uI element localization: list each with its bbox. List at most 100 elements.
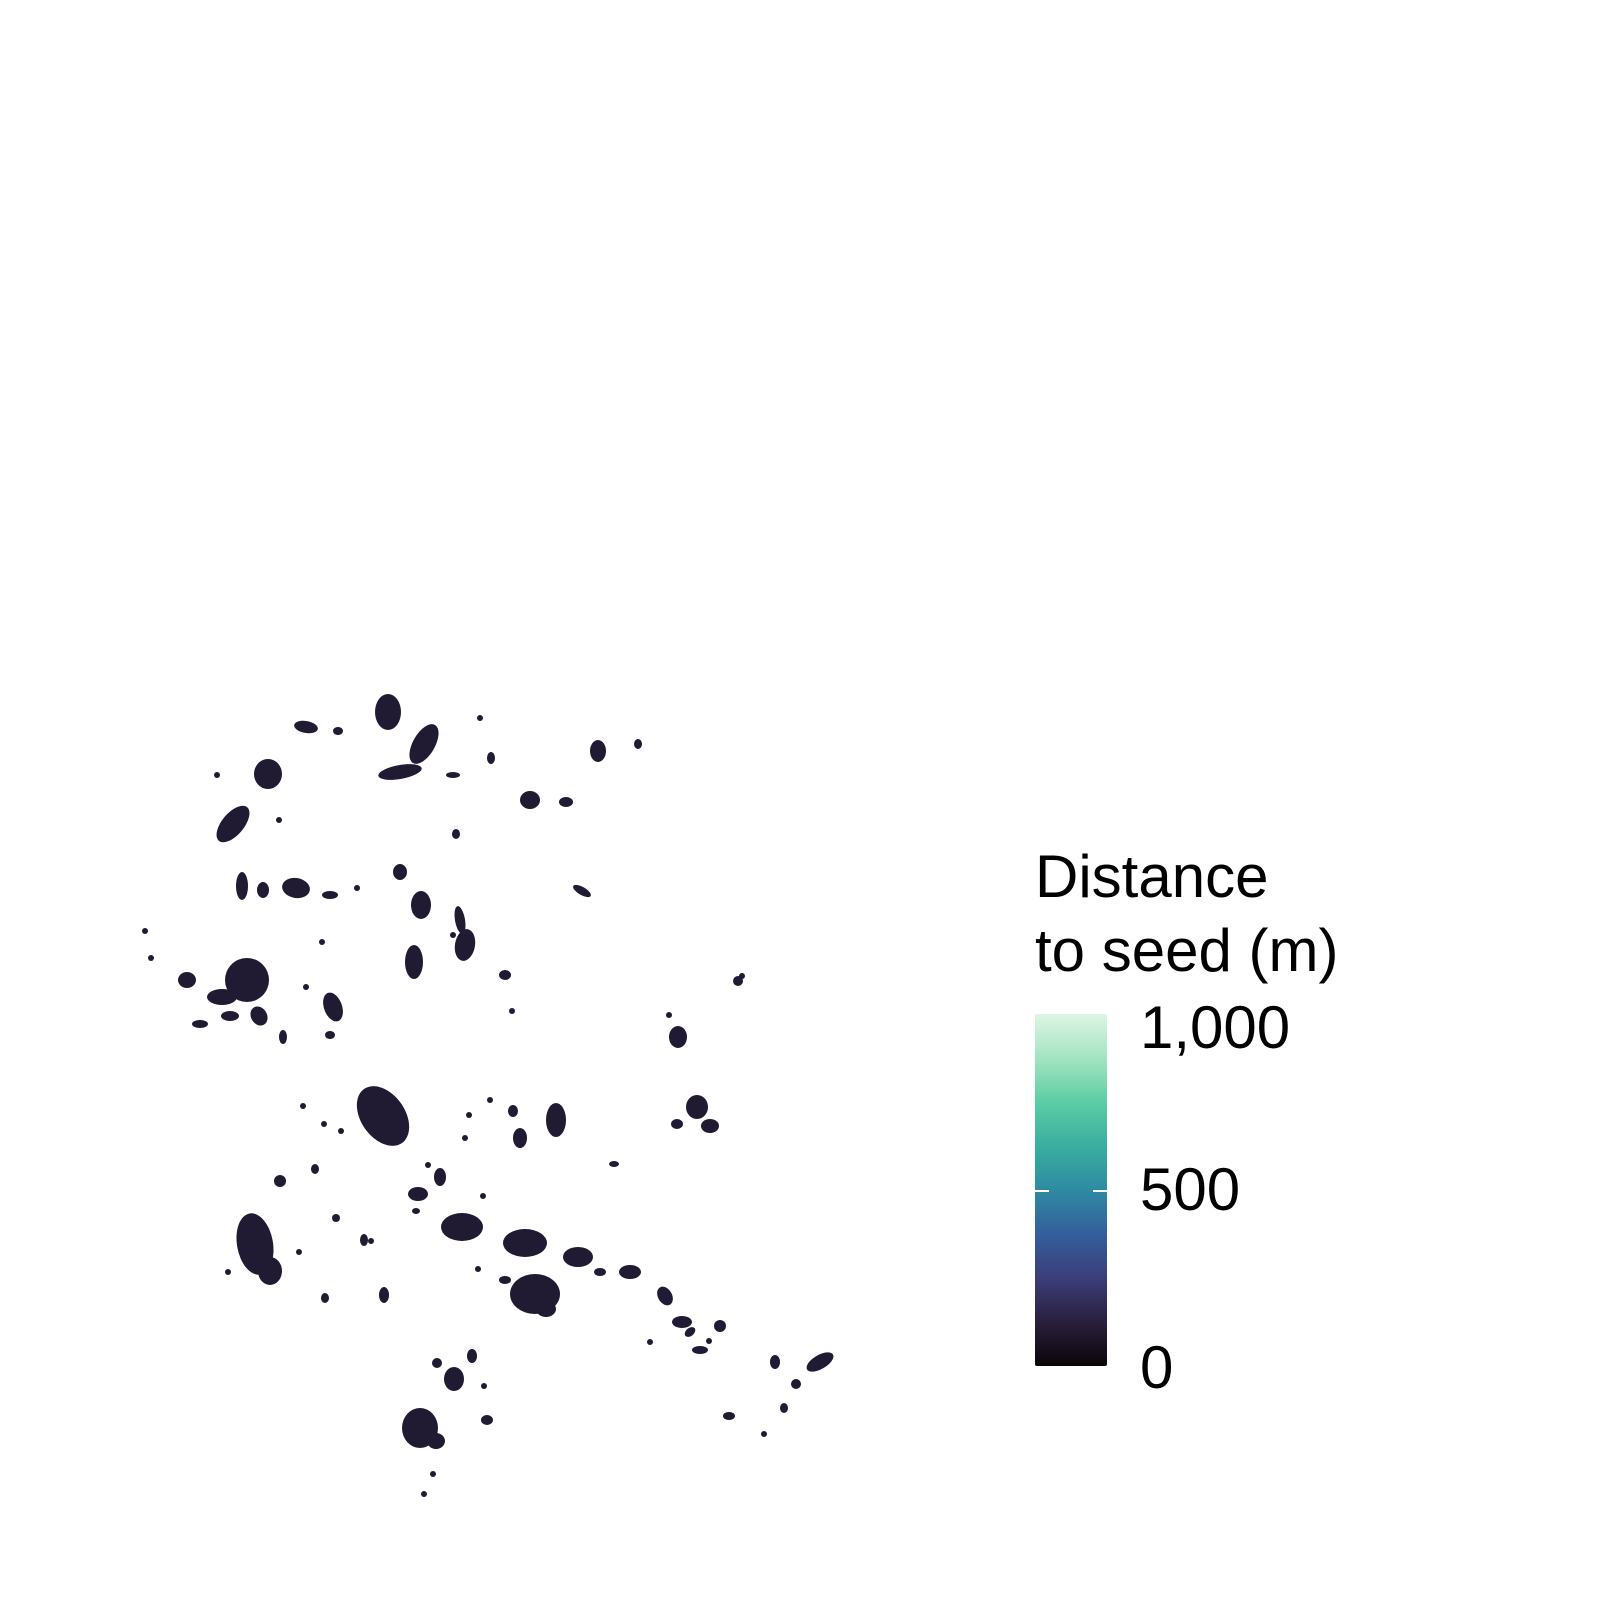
seed-patch — [379, 1287, 389, 1303]
seed-patch — [559, 797, 573, 807]
seed-patch — [408, 1187, 428, 1201]
seed-patch — [477, 715, 483, 721]
seed-patch — [475, 1266, 481, 1272]
seed-patch — [672, 1316, 692, 1328]
seed-patch — [427, 1433, 445, 1449]
seed-patch — [221, 1011, 239, 1021]
seed-patch — [276, 817, 282, 823]
seed-patch — [178, 972, 196, 988]
seed-patch — [563, 1247, 593, 1267]
seed-patch — [657, 1286, 673, 1306]
seed-patch — [356, 1086, 410, 1146]
seed-patch — [454, 906, 466, 934]
seed-patch — [446, 772, 460, 778]
seed-patch — [671, 1119, 683, 1129]
seed-patch — [684, 1327, 696, 1337]
seed-patch — [467, 1349, 477, 1363]
seed-patch — [770, 1355, 780, 1369]
seed-patch — [430, 1471, 436, 1477]
seed-patch — [701, 1119, 719, 1133]
seed-patch — [647, 1339, 653, 1345]
seed-patch — [723, 1412, 735, 1420]
seed-patch — [282, 877, 310, 899]
seed-patch — [441, 1213, 483, 1241]
seed-patch — [319, 939, 325, 945]
seed-patch — [225, 1269, 231, 1275]
seed-patch — [450, 932, 456, 938]
seed-patch — [325, 1031, 335, 1039]
seed-patch — [236, 872, 248, 900]
seed-patch — [375, 694, 401, 730]
seed-patch — [432, 1358, 442, 1368]
seed-patch — [279, 1030, 287, 1044]
seed-patch — [503, 1229, 547, 1257]
seed-patch — [619, 1265, 641, 1279]
seed-patch — [192, 1020, 208, 1028]
legend-tick-mark-500-right — [1093, 1190, 1107, 1192]
seed-patch — [296, 1249, 302, 1255]
seed-patch — [666, 1012, 672, 1018]
seed-patch — [421, 1491, 427, 1497]
seed-patch — [444, 1367, 464, 1391]
seed-patch — [499, 1276, 511, 1284]
seed-patch — [513, 1128, 527, 1148]
seed-patch — [333, 727, 343, 735]
seed-patch — [254, 759, 282, 789]
seed-patch — [806, 1352, 834, 1372]
seed-patch — [573, 884, 591, 898]
seed-patch — [791, 1379, 801, 1389]
seed-patch — [250, 1006, 268, 1026]
seed-patch — [300, 1103, 306, 1109]
seed-patch — [142, 928, 148, 934]
seed-patch — [214, 772, 220, 778]
seed-patch — [409, 724, 439, 764]
seed-patch — [590, 740, 606, 762]
seed-patch — [274, 1175, 286, 1187]
seed-patch — [714, 1320, 726, 1332]
seed-patch — [509, 1008, 515, 1014]
seed-patch — [546, 1103, 566, 1137]
seed-patch — [322, 891, 338, 899]
seed-patch — [257, 882, 269, 898]
seed-patch — [323, 992, 343, 1022]
seed-patch — [148, 955, 154, 961]
seed-patch — [216, 805, 250, 843]
seed-patch — [780, 1403, 788, 1413]
seed-patch — [761, 1431, 767, 1437]
seed-patch — [706, 1338, 712, 1344]
seed-patch — [294, 720, 318, 734]
seed-patch — [487, 1097, 493, 1103]
seed-patch — [508, 1105, 518, 1117]
seed-patch — [368, 1238, 374, 1244]
seed-patch — [303, 984, 309, 990]
seed-patch — [452, 829, 460, 839]
seed-patch — [378, 764, 422, 780]
seed-patch — [425, 1162, 431, 1168]
legend-title: Distance to seed (m) — [1035, 843, 1339, 984]
seed-patch — [411, 891, 431, 919]
seed-patch — [360, 1234, 368, 1246]
seed-patch — [405, 945, 423, 979]
seed-patch — [338, 1128, 344, 1134]
seed-patch — [321, 1293, 329, 1303]
seed-patch — [354, 885, 360, 891]
seed-patch — [258, 1257, 282, 1285]
seed-patch — [481, 1383, 487, 1389]
seed-patch — [692, 1346, 708, 1354]
seed-patch — [609, 1161, 619, 1167]
seed-patch — [207, 989, 237, 1005]
seed-patch — [634, 739, 642, 749]
seed-patch — [481, 1415, 493, 1425]
seed-patch — [382, 1129, 406, 1145]
seed-patch — [434, 1168, 446, 1186]
seed-patch — [499, 970, 511, 980]
seed-patch — [412, 1208, 420, 1214]
seed-patch — [594, 1268, 606, 1276]
seed-patch — [462, 1135, 468, 1141]
seed-patch — [739, 973, 745, 979]
seed-patch — [321, 1121, 327, 1127]
legend-tick-mark-500-left — [1035, 1190, 1049, 1192]
seed-patch — [466, 1112, 472, 1118]
